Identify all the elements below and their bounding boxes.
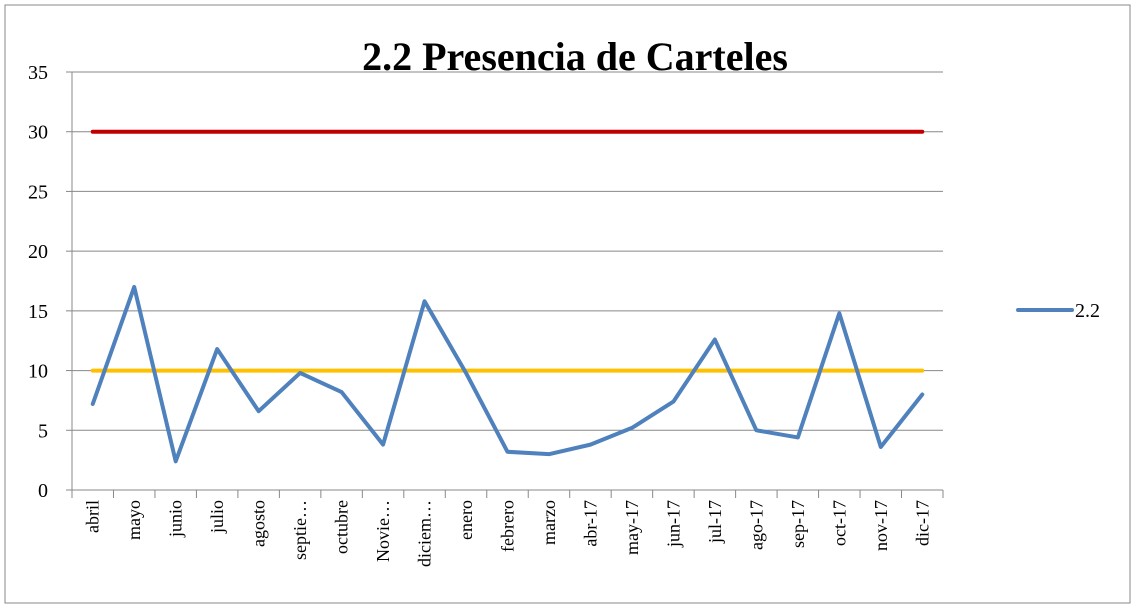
legend-label: 2.2 xyxy=(1075,300,1100,322)
x-tick-label: enero xyxy=(456,500,476,540)
x-tick-label: ago-17 xyxy=(746,500,766,550)
y-tick-label: 0 xyxy=(38,480,48,502)
y-tick-label: 10 xyxy=(28,361,48,383)
y-tick-label: 15 xyxy=(28,301,48,323)
series-line xyxy=(90,284,925,464)
x-tick-label: nov-17 xyxy=(871,500,891,551)
x-tick-label: diciem… xyxy=(415,500,435,567)
chart-title: 2.2 Presencia de Carteles xyxy=(362,34,788,79)
chart-border xyxy=(4,4,1131,604)
x-tick-label: julio xyxy=(207,500,227,534)
x-tick-label: junio xyxy=(166,500,186,538)
x-tick-label: sep-17 xyxy=(788,500,808,548)
x-tick-label: Novie… xyxy=(373,500,393,562)
x-tick-label: abr-17 xyxy=(580,500,600,547)
y-tick-label: 30 xyxy=(28,122,48,144)
x-tick-label: septie… xyxy=(290,500,310,560)
x-tick-label: dic-17 xyxy=(912,500,932,546)
y-tick-label: 20 xyxy=(28,241,48,263)
x-tick-label: marzo xyxy=(539,500,559,545)
x-tick-label: jul-17 xyxy=(705,500,725,544)
y-tick-label: 35 xyxy=(28,62,48,84)
x-tick-label: may-17 xyxy=(622,500,642,555)
x-tick-label: octubre xyxy=(332,500,352,554)
x-tick-label: oct-17 xyxy=(829,500,849,546)
x-tick-label: jun-17 xyxy=(663,500,683,548)
x-tick-label: abril xyxy=(83,500,103,533)
x-tick-label: agosto xyxy=(249,500,269,547)
x-tick-label: mayo xyxy=(124,500,144,540)
y-tick-label: 25 xyxy=(28,181,48,203)
y-tick-label: 5 xyxy=(38,420,48,442)
x-tick-label: febrero xyxy=(498,500,518,552)
